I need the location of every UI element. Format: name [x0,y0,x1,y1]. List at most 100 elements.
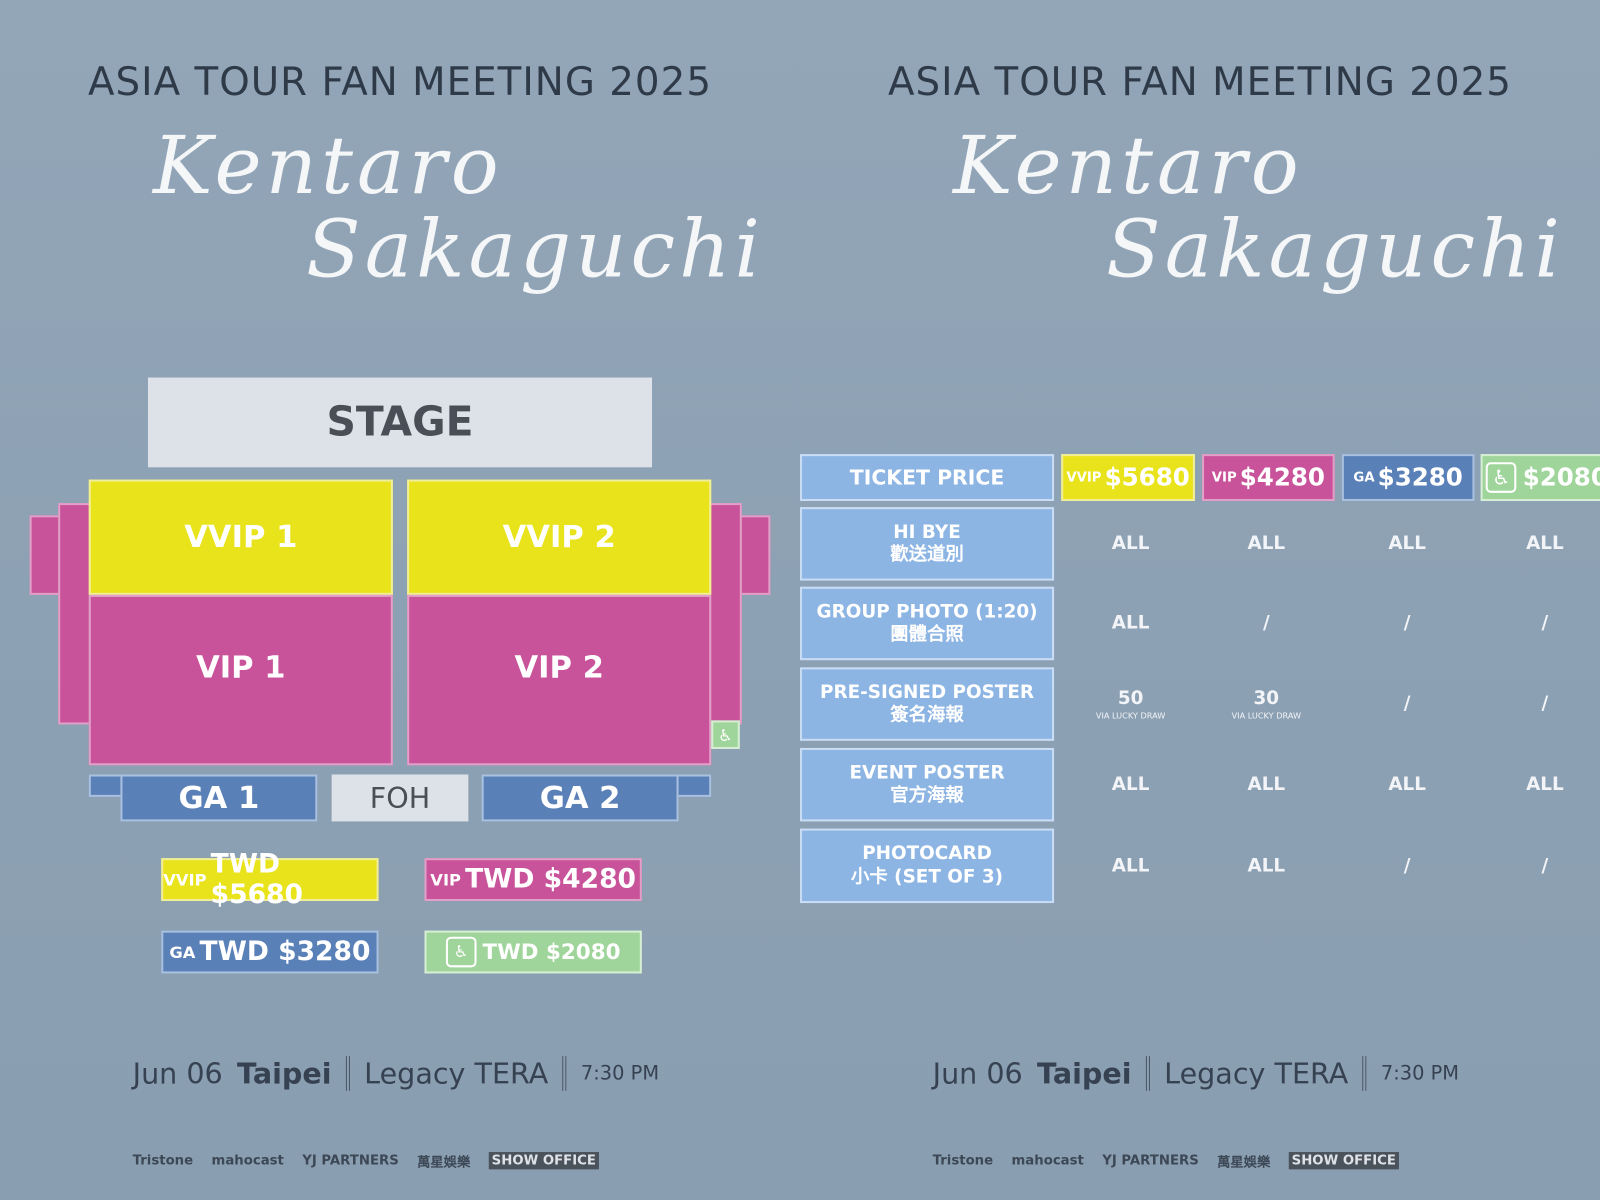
benefit-row-label: EVENT POSTER 官方海報 [799,747,1055,822]
benefit-value: 30 [1253,687,1280,710]
logo-mahocast: mahocast [211,1153,284,1169]
tier-label: VIP [1211,469,1237,486]
benefit-row-label: HI BYE 歡送道別 [799,507,1055,581]
benefit-cell: / [1479,854,1600,877]
artist-name-last: Sakaguchi [1106,204,1565,296]
event-info: Jun 06 Taipei Legacy TERA 7:30 PM [933,1056,1459,1091]
divider [1145,1056,1150,1091]
ticket-price-header: TICKET PRICE [799,454,1055,502]
benefit-cell: ALL [1200,532,1333,555]
event-time: 7:30 PM [580,1062,660,1085]
event-venue: Legacy TERA [1164,1056,1349,1091]
sponsor-logos: Tristone mahocast YJ PARTNERS 萬星娛樂 SHOW … [132,1151,600,1171]
divider [562,1056,567,1091]
tier-price: $2080 [1522,463,1600,492]
legend-ga: GA TWD $3280 [161,930,379,974]
legend-tier: VVIP [163,869,207,890]
event-date: Jun 06 [932,1056,1023,1091]
legend-vip: VIP TWD $4280 [424,858,642,902]
tier-price: $3280 [1377,463,1463,492]
column-wheelchair: ♿ $2080 [1480,454,1600,502]
benefit-note: VIA LUCKY DRAW [1231,711,1302,721]
benefit-value: ALL [1111,612,1150,634]
logo-show-office: SHOW OFFICE [1288,1152,1400,1170]
divider [345,1056,350,1091]
legend-vvip: VVIP TWD $5680 [161,849,379,910]
benefit-value: / [1403,612,1411,634]
benefit-cell: 30 VIA LUCKY DRAW [1200,687,1333,721]
benefit-name-zh: 小卡 (SET OF 3) [851,865,1004,888]
event-city: Taipei [237,1056,332,1091]
logo-show-office: SHOW OFFICE [488,1152,600,1170]
benefit-cell: / [1341,614,1474,632]
artist-name-last: Sakaguchi [306,204,765,296]
poster-title: ASIA TOUR FAN MEETING 2025 [87,59,713,105]
tier-price: $4280 [1239,463,1325,492]
section-ga2[interactable]: GA 2 [481,774,679,822]
wheelchair-icon: ♿ [445,936,477,968]
benefit-value: / [1541,854,1549,877]
event-city: Taipei [1037,1056,1132,1091]
column-vip: VIP $4280 [1202,454,1335,502]
legend-price: TWD $4280 [465,864,636,895]
section-vip2[interactable]: VIP 2 [407,594,712,766]
benefit-cell: ALL [1479,775,1600,794]
benefit-value: ALL [1388,532,1426,555]
section-ga1[interactable]: GA 1 [120,774,318,822]
logo-tristone: Tristone [132,1153,194,1169]
right-wing-section [709,503,742,725]
legend-price: TWD $2080 [482,939,621,965]
benefit-cell: ALL [1479,534,1600,553]
benefit-value: ALL [1247,532,1286,555]
legend-price: TWD $3280 [199,936,371,968]
logo-mahocast: mahocast [1011,1153,1084,1169]
benefit-cell: ALL [1064,854,1197,877]
benefit-cell: / [1479,694,1600,713]
benefit-name-en: PRE-SIGNED POSTER [820,681,1035,703]
wheelchair-icon[interactable]: ♿ [711,720,740,749]
benefit-cell: ALL [1064,775,1197,794]
event-venue: Legacy TERA [364,1056,549,1091]
divider [1362,1056,1367,1091]
benefit-row-label: PHOTOCARD 小卡 (SET OF 3) [799,828,1055,904]
left-wing-section [58,503,91,725]
artist-name-first: Kentaro [953,120,1303,213]
benefit-cell: / [1341,854,1474,877]
benefit-name-zh: 團體合照 [890,623,964,645]
benefit-value: / [1262,612,1270,634]
event-date: Jun 06 [132,1056,223,1091]
section-vvip2[interactable]: VVIP 2 [407,479,712,595]
benefit-row-label: PRE-SIGNED POSTER 簽名海報 [799,667,1055,741]
benefit-value: / [1541,612,1549,634]
benefit-cell: 50 VIA LUCKY DRAW [1064,687,1197,721]
benefit-name-en: PHOTOCARD [862,842,992,865]
logo-wanxing: 萬星娛樂 [417,1155,471,1171]
benefit-value: / [1403,692,1411,715]
seatmap-poster: ASIA TOUR FAN MEETING 2025 Kentaro Sakag… [0,0,800,1200]
section-vip1[interactable]: VIP 1 [88,594,393,766]
sponsor-logos: Tristone mahocast YJ PARTNERS 萬星娛樂 SHOW … [932,1151,1400,1170]
benefit-value: 50 [1117,687,1144,710]
benefit-value: / [1403,854,1411,877]
benefit-cell: ALL [1064,534,1197,553]
benefit-cell: / [1200,614,1333,632]
column-vvip: VVIP $5680 [1061,454,1195,502]
benefit-value: ALL [1111,854,1150,877]
stage-area: STAGE [147,377,653,468]
section-vvip1[interactable]: VVIP 1 [88,479,393,595]
benefit-cell: ALL [1341,775,1474,794]
benefit-cell: / [1341,692,1474,715]
benefit-value: ALL [1247,854,1286,877]
event-time: 7:30 PM [1380,1062,1460,1085]
benefit-note: VIA LUCKY DRAW [1095,711,1166,721]
logo-yj-partners: YJ PARTNERS [302,1153,399,1169]
tier-label: GA [1353,469,1375,486]
logo-tristone: Tristone [932,1153,994,1169]
event-info: Jun 06 Taipei Legacy TERA 7:30 PM [133,1056,659,1091]
benefit-cell: / [1479,614,1600,632]
tier-price: $5680 [1104,463,1190,492]
benefit-cell: ALL [1200,775,1333,794]
tier-label: VVIP [1066,469,1102,486]
benefit-name-en: GROUP PHOTO (1:20) [816,600,1038,622]
poster-title: ASIA TOUR FAN MEETING 2025 [887,59,1513,105]
